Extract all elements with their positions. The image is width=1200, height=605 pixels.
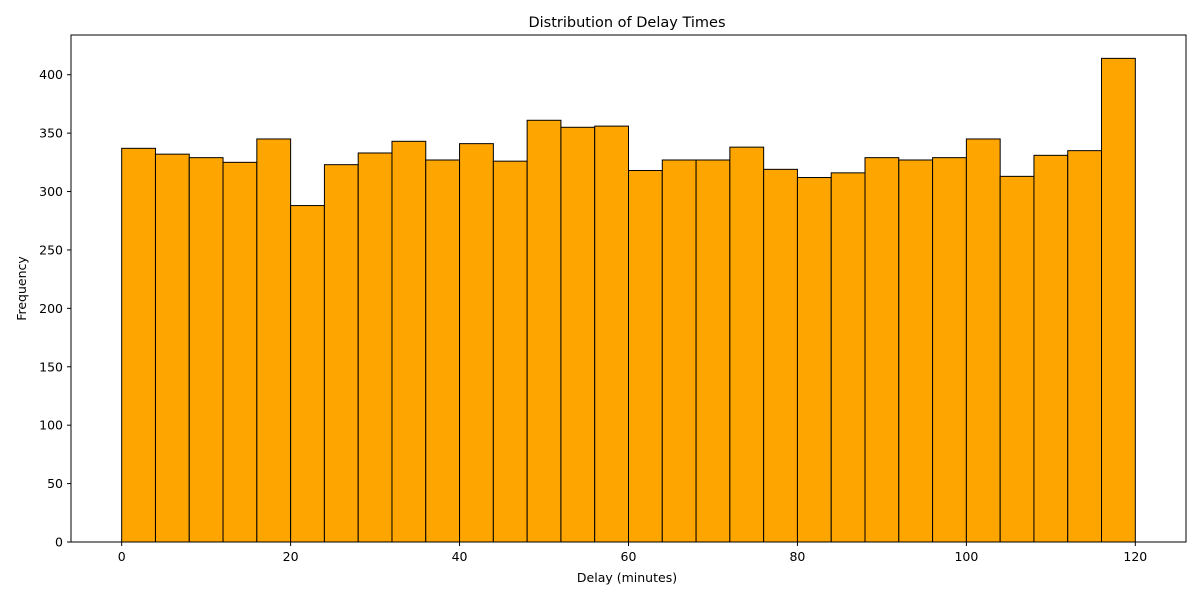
histogram-bar [898, 159, 934, 543]
histogram-bar [1067, 150, 1103, 543]
histogram-bar [391, 140, 427, 543]
x-axis: 0 20 40 60 80 100 120 [118, 542, 1147, 564]
bars-group [121, 57, 1136, 543]
histogram-bar [357, 152, 393, 543]
histogram-bar [628, 170, 663, 543]
histogram-bar [695, 159, 731, 543]
histogram-bar [188, 157, 224, 543]
histogram-bar [121, 147, 156, 543]
histogram-bar [526, 119, 562, 543]
histogram-bar [932, 157, 967, 543]
histogram-bar [560, 126, 596, 543]
x-tick-label: 80 [789, 549, 805, 564]
y-tick-label: 200 [39, 301, 63, 316]
histogram-bar [796, 177, 832, 543]
histogram-bar [256, 138, 292, 543]
x-tick-label: 100 [954, 549, 978, 564]
histogram-bar [459, 143, 494, 543]
histogram-bar [492, 160, 528, 543]
histogram-bar [729, 146, 765, 543]
histogram-bar [830, 172, 866, 543]
histogram-bar [1033, 154, 1069, 543]
histogram-bar [323, 164, 359, 543]
histogram-bar [763, 168, 798, 543]
histogram-bar [154, 153, 190, 543]
y-tick-label: 350 [39, 126, 63, 141]
histogram-bar [290, 205, 325, 543]
chart-title: Distribution of Delay Times [528, 15, 725, 31]
histogram-bar [1101, 57, 1136, 543]
x-tick-label: 40 [452, 549, 468, 564]
x-axis-label: Delay (minutes) [577, 570, 677, 585]
y-axis: 0 50 100 150 200 250 300 350 400 [39, 67, 71, 550]
histogram-bar [864, 157, 900, 543]
x-tick-label: 60 [621, 549, 637, 564]
y-tick-label: 100 [39, 418, 63, 433]
histogram-bar [425, 159, 461, 543]
histogram-bar [594, 125, 629, 543]
x-tick-label: 0 [118, 549, 126, 564]
histogram-bar [999, 175, 1035, 543]
histogram-bar [965, 138, 1001, 543]
histogram-bar [222, 161, 258, 543]
y-tick-label: 400 [39, 67, 63, 82]
x-tick-label: 120 [1123, 549, 1147, 564]
y-tick-label: 250 [39, 242, 63, 257]
x-tick-label: 20 [283, 549, 299, 564]
histogram-bar [661, 159, 697, 543]
y-tick-label: 150 [39, 359, 63, 374]
y-tick-label: 50 [47, 476, 63, 491]
y-tick-label: 0 [55, 535, 63, 550]
y-axis-label: Frequency [14, 256, 29, 321]
y-tick-label: 300 [39, 184, 63, 199]
